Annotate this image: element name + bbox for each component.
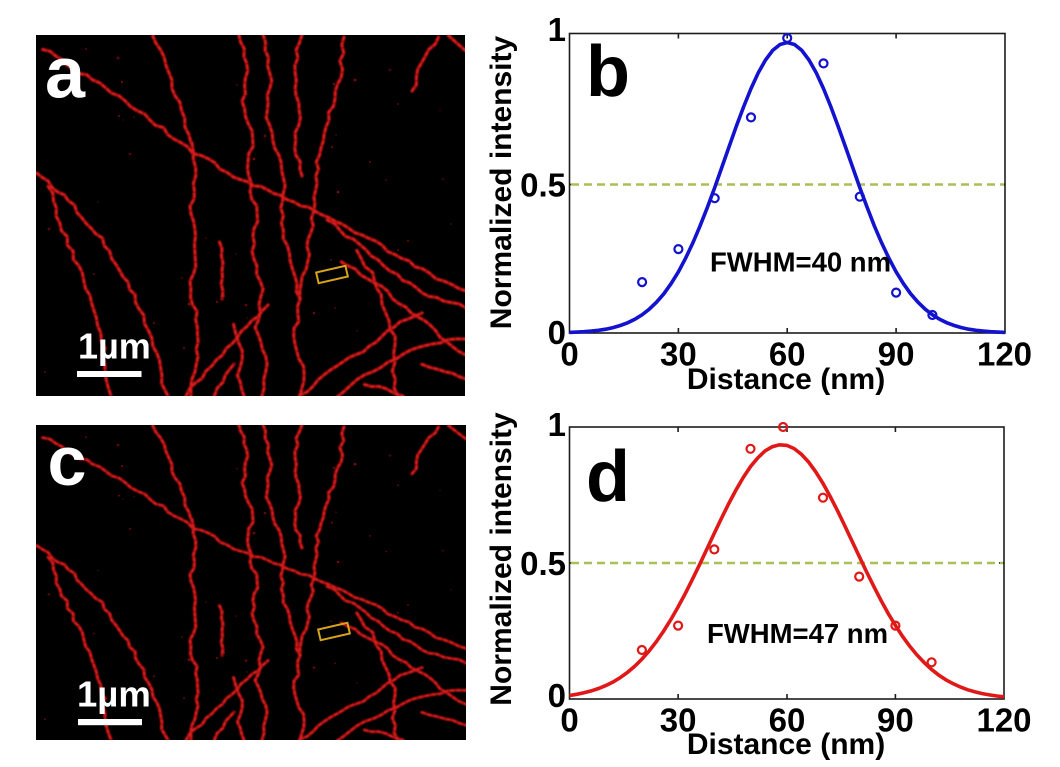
svg-text:0.5: 0.5 (520, 545, 566, 582)
svg-text:FWHM=40 nm: FWHM=40 nm (710, 247, 891, 278)
svg-text:0: 0 (560, 702, 578, 739)
svg-text:60: 60 (769, 702, 806, 739)
svg-text:60: 60 (769, 336, 806, 373)
svg-text:d: d (586, 437, 630, 517)
svg-text:1µm: 1µm (77, 674, 151, 715)
svg-text:Normalized intensity: Normalized intensity (485, 412, 518, 706)
svg-text:c: c (48, 422, 87, 500)
svg-text:b: b (586, 32, 630, 112)
svg-text:Normalized intensity: Normalized intensity (485, 35, 518, 329)
svg-text:0: 0 (548, 677, 566, 714)
svg-text:0: 0 (548, 314, 566, 351)
svg-text:FWHM=47 nm: FWHM=47 nm (707, 618, 888, 649)
svg-text:1: 1 (548, 406, 566, 443)
svg-text:0.5: 0.5 (520, 167, 566, 204)
svg-text:90: 90 (878, 336, 915, 373)
svg-text:Distance (nm): Distance (nm) (687, 363, 885, 396)
svg-text:1: 1 (548, 11, 566, 48)
svg-text:0: 0 (560, 336, 578, 373)
svg-text:120: 120 (977, 336, 1032, 373)
svg-text:a: a (45, 34, 86, 114)
svg-text:30: 30 (660, 702, 697, 739)
svg-text:30: 30 (660, 336, 697, 373)
svg-text:120: 120 (976, 702, 1031, 739)
svg-text:90: 90 (877, 702, 914, 739)
svg-text:Distance (nm): Distance (nm) (687, 728, 885, 761)
svg-text:1µm: 1µm (78, 326, 151, 367)
